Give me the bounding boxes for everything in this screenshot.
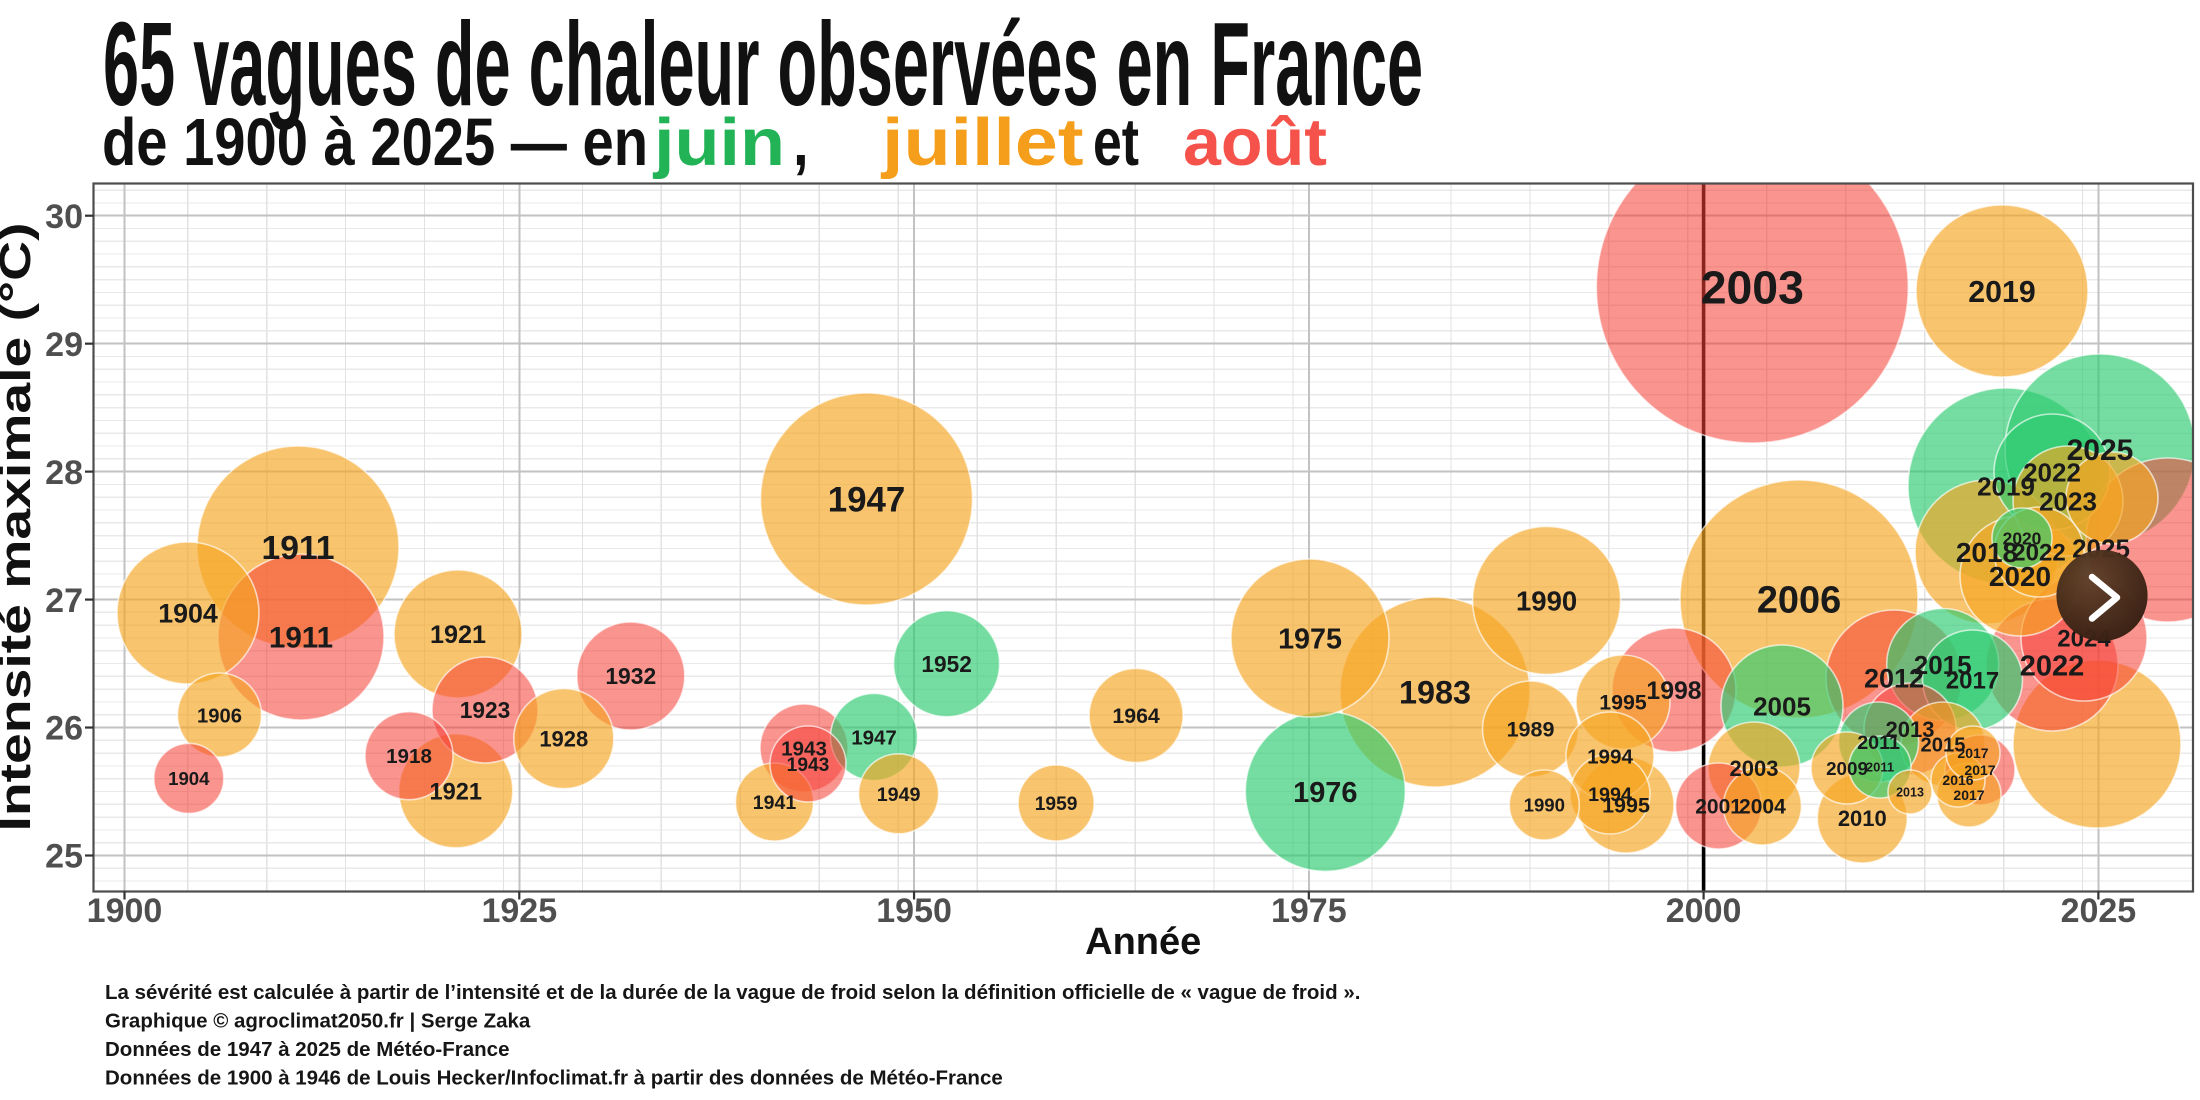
svg-text:2022: 2022	[2023, 457, 2081, 487]
svg-text:1983: 1983	[1399, 675, 1471, 711]
svg-text:1941: 1941	[753, 792, 797, 814]
svg-text:1949: 1949	[877, 784, 921, 806]
svg-text:1994: 1994	[1587, 745, 1633, 768]
svg-text:2001: 2001	[1695, 796, 1742, 819]
svg-text:2000: 2000	[1666, 892, 1742, 930]
svg-text:2013: 2013	[1896, 786, 1924, 800]
svg-text:2015: 2015	[1914, 650, 1972, 680]
svg-text:1975: 1975	[1278, 623, 1342, 655]
svg-text:27: 27	[45, 582, 83, 620]
svg-text:1921: 1921	[430, 621, 486, 649]
svg-text:1904: 1904	[158, 599, 218, 629]
svg-text:2015: 2015	[1921, 734, 1966, 756]
svg-text:2006: 2006	[1757, 580, 1841, 622]
svg-text:Année: Année	[1085, 921, 1201, 963]
svg-text:2023: 2023	[2039, 486, 2097, 516]
svg-text:2018: 2018	[1956, 537, 2018, 568]
svg-text:1989: 1989	[1507, 718, 1555, 742]
svg-text:2003: 2003	[1701, 262, 1804, 314]
svg-text:2019: 2019	[1977, 471, 2035, 501]
svg-text:2017: 2017	[1953, 787, 1984, 803]
svg-text:Intensité maximale (°C): Intensité maximale (°C)	[0, 223, 40, 832]
svg-text:1911: 1911	[261, 529, 334, 567]
svg-text:2013: 2013	[1886, 717, 1935, 742]
svg-text:Données de 1947 à 2025 de Mété: Données de 1947 à 2025 de Météo-France	[105, 1038, 510, 1061]
svg-text:2010: 2010	[1838, 806, 1887, 831]
svg-text:29: 29	[45, 326, 83, 364]
svg-text:Graphique © agroclimat2050.fr: Graphique © agroclimat2050.fr | Serge Za…	[105, 1010, 531, 1033]
svg-text:1918: 1918	[386, 745, 432, 768]
svg-text:2011: 2011	[1866, 760, 1894, 775]
svg-text:2011: 2011	[1857, 732, 1900, 754]
svg-text:1952: 1952	[921, 651, 971, 677]
svg-text:1976: 1976	[1293, 777, 1357, 809]
svg-text:2019: 2019	[1968, 276, 2035, 309]
svg-text:30: 30	[45, 198, 83, 236]
svg-text:2020: 2020	[2003, 528, 2042, 548]
svg-text:1943: 1943	[781, 737, 827, 760]
svg-text:2017: 2017	[1957, 745, 1988, 761]
svg-text:1900: 1900	[87, 892, 163, 930]
svg-text:1964: 1964	[1112, 704, 1160, 728]
svg-text:1904: 1904	[168, 768, 210, 789]
svg-text:1995: 1995	[1602, 794, 1650, 818]
svg-text:25: 25	[45, 838, 83, 876]
svg-text:2003: 2003	[1730, 756, 1779, 781]
svg-text:1959: 1959	[1035, 794, 1078, 815]
svg-text:1943: 1943	[787, 755, 830, 776]
svg-text:2020: 2020	[1989, 561, 2051, 592]
svg-text:2022: 2022	[2020, 650, 2085, 682]
svg-text:1990: 1990	[1516, 585, 1577, 616]
svg-text:1995: 1995	[1599, 691, 1647, 715]
svg-text:1906: 1906	[197, 705, 242, 727]
svg-text:2025: 2025	[2067, 434, 2134, 467]
svg-text:2017: 2017	[1946, 668, 1999, 695]
svg-text:1947: 1947	[851, 726, 897, 749]
svg-text:2004: 2004	[1739, 796, 1786, 819]
svg-text:1921: 1921	[430, 779, 483, 805]
svg-text:1911: 1911	[269, 622, 333, 655]
svg-text:1923: 1923	[460, 697, 510, 723]
svg-text:Données de 1900 à 1946 de Loui: Données de 1900 à 1946 de Louis Hecker/I…	[105, 1067, 1003, 1090]
svg-text:26: 26	[45, 710, 83, 748]
svg-text:1932: 1932	[605, 663, 656, 689]
svg-text:2005: 2005	[1753, 691, 1811, 721]
svg-text:1990: 1990	[1524, 795, 1565, 816]
svg-text:2009: 2009	[1826, 758, 1868, 779]
svg-text:1950: 1950	[876, 892, 952, 930]
svg-text:2017: 2017	[1964, 762, 1995, 778]
svg-text:2012: 2012	[1864, 664, 1924, 694]
svg-text:2022: 2022	[2012, 540, 2065, 567]
svg-text:1947: 1947	[828, 481, 906, 520]
svg-text:2016: 2016	[1942, 772, 1973, 788]
svg-text:1994: 1994	[1588, 784, 1632, 806]
svg-text:1998: 1998	[1646, 678, 1701, 705]
svg-text:1975: 1975	[1271, 892, 1347, 930]
svg-text:1925: 1925	[481, 892, 557, 930]
svg-text:28: 28	[45, 454, 83, 492]
svg-text:2025: 2025	[2061, 892, 2137, 930]
svg-text:La sévérité est calculée à par: La sévérité est calculée à partir de l’i…	[105, 981, 1360, 1004]
svg-text:1928: 1928	[539, 727, 588, 752]
